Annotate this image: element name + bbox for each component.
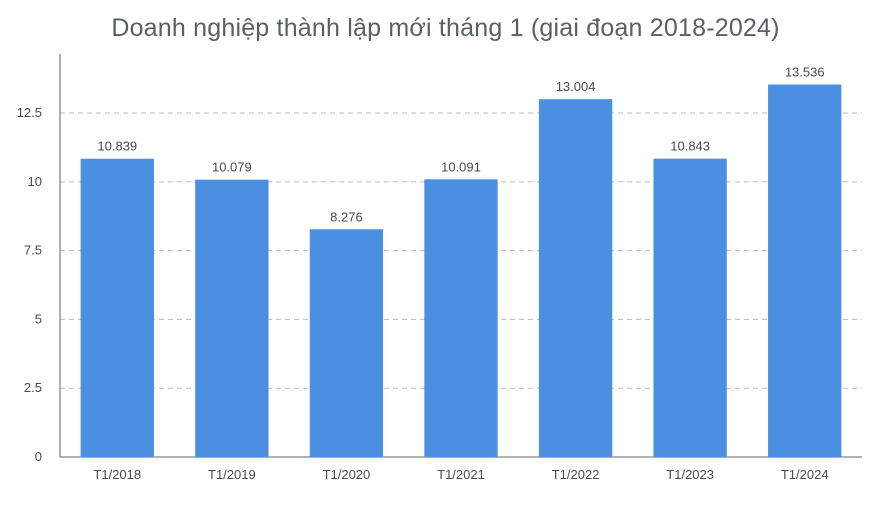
x-tick-label: T1/2023 (666, 467, 714, 482)
y-tick-label: 10 (28, 174, 42, 189)
bar (653, 158, 727, 457)
y-tick-label: 7.5 (24, 243, 42, 258)
bar (768, 84, 842, 458)
chart-title: Doanh nghiệp thành lập mới tháng 1 (giai… (111, 14, 780, 42)
bar (80, 158, 154, 458)
data-label: 10.843 (670, 139, 710, 154)
x-tick-label: T1/2019 (208, 467, 256, 482)
x-tick-label: T1/2021 (437, 467, 485, 482)
data-label: 8.276 (330, 209, 363, 224)
bar (309, 229, 384, 457)
data-label: 10.839 (97, 139, 137, 154)
bar (195, 179, 269, 457)
data-label: 10.079 (212, 160, 252, 175)
y-tick-label: 0 (35, 449, 42, 464)
data-label: 13.536 (785, 65, 825, 80)
bar (424, 179, 498, 457)
x-tick-label: T1/2024 (781, 467, 829, 482)
data-label: 10.091 (441, 159, 481, 174)
x-tick-label: T1/2020 (323, 467, 371, 482)
x-tick-label: T1/2018 (93, 467, 141, 482)
y-tick-label: 2.5 (24, 380, 42, 395)
x-tick-label: T1/2022 (552, 467, 600, 482)
data-label: 13.004 (556, 79, 596, 94)
y-tick-label: 5 (35, 311, 42, 326)
y-tick-label: 12.5 (17, 105, 42, 120)
bar (538, 99, 613, 457)
